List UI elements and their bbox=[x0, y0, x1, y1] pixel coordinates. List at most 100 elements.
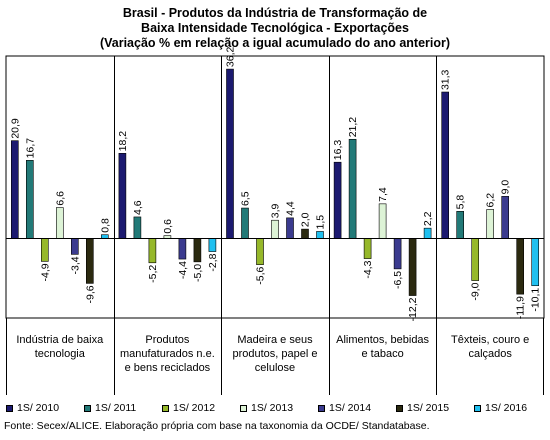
data-label: 18,2 bbox=[117, 131, 129, 152]
legend-swatch bbox=[240, 404, 247, 412]
bar bbox=[316, 231, 324, 239]
category-label: Produtos manufaturados n.e. e bens recic… bbox=[119, 334, 215, 374]
data-label: -9,0 bbox=[470, 282, 482, 300]
bar bbox=[363, 238, 372, 259]
category-label: Indústria de baixa tecnologia bbox=[16, 334, 104, 360]
data-label: 16,7 bbox=[24, 138, 36, 159]
bar bbox=[178, 238, 187, 260]
data-label: 2,2 bbox=[422, 211, 434, 226]
data-label: -4,9 bbox=[39, 263, 51, 281]
data-label: 21,2 bbox=[347, 117, 359, 138]
data-label: 4,6 bbox=[132, 200, 144, 215]
bar bbox=[193, 238, 202, 263]
legend-swatch bbox=[318, 404, 325, 412]
legend: 1S/ 2010 1S/ 2011 1S/ 2012 1S/ 2013 1S/ 2014… bbox=[0, 402, 550, 416]
bar bbox=[101, 234, 109, 239]
data-label: 3,9 bbox=[270, 203, 282, 218]
data-label: 6,5 bbox=[240, 191, 252, 206]
data-label: -9,6 bbox=[84, 285, 96, 303]
bar bbox=[501, 196, 510, 239]
legend-swatch bbox=[474, 404, 481, 412]
data-label: 0,8 bbox=[99, 218, 111, 233]
data-label: 1,5 bbox=[315, 215, 327, 230]
data-label: -3,4 bbox=[69, 256, 81, 274]
legend-swatch bbox=[396, 404, 403, 412]
bar bbox=[40, 238, 49, 262]
bar bbox=[148, 238, 157, 264]
data-label: -4,4 bbox=[177, 261, 189, 279]
bar bbox=[441, 91, 450, 239]
data-label: 36,2 bbox=[225, 47, 237, 68]
bar bbox=[271, 219, 279, 239]
data-label: -12,2 bbox=[407, 297, 419, 321]
bar bbox=[286, 217, 294, 239]
legend-label: 1S/ 2014 bbox=[329, 402, 372, 414]
legend-item: 1S/ 2012 bbox=[162, 402, 215, 414]
bar bbox=[118, 153, 127, 239]
legend-swatch bbox=[84, 404, 91, 412]
bar bbox=[378, 203, 387, 239]
bar bbox=[11, 140, 19, 239]
category-label: Alimentos, bebidas e tabaco bbox=[336, 334, 430, 360]
legend-item: 1S/ 2014 bbox=[318, 402, 371, 414]
legend-label: 1S/ 2012 bbox=[173, 402, 216, 414]
plot-frame bbox=[5, 55, 545, 319]
bar bbox=[25, 160, 34, 239]
bar bbox=[226, 68, 234, 239]
data-label: 6,2 bbox=[485, 193, 497, 208]
data-label: 7,4 bbox=[377, 187, 389, 202]
data-label: 0,6 bbox=[162, 219, 174, 234]
data-label: 31,3 bbox=[440, 69, 452, 90]
legend-item: 1S/ 2011 bbox=[84, 402, 136, 414]
bar bbox=[408, 238, 417, 296]
data-label: -5,2 bbox=[147, 265, 159, 283]
bar bbox=[456, 211, 465, 239]
bar bbox=[301, 228, 309, 239]
bar bbox=[133, 216, 142, 239]
data-label: 20,9 bbox=[9, 118, 21, 139]
data-label: 2,0 bbox=[300, 212, 312, 227]
bar bbox=[86, 238, 94, 284]
data-label: -4,3 bbox=[362, 260, 374, 278]
legend-label: 1S/ 2016 bbox=[485, 402, 528, 414]
data-label: -5,0 bbox=[192, 264, 204, 282]
data-label: -10,1 bbox=[530, 288, 542, 312]
bar bbox=[348, 138, 357, 239]
bar bbox=[71, 238, 79, 255]
chart-title-line-1: Brasil - Produtos da Indústria de Transf… bbox=[122, 6, 428, 20]
data-label: 6,6 bbox=[54, 191, 66, 206]
legend-item: 1S/ 2015 bbox=[396, 402, 449, 414]
legend-label: 1S/ 2011 bbox=[95, 402, 137, 414]
chart-title-line-3: (Variação % em relação a igual acumulado… bbox=[99, 36, 451, 50]
legend-swatch bbox=[162, 404, 169, 412]
legend-swatch bbox=[6, 404, 13, 412]
legend-item: 1S/ 2016 bbox=[474, 402, 527, 414]
bar bbox=[516, 238, 525, 295]
bar bbox=[486, 209, 495, 239]
data-label: 5,8 bbox=[455, 195, 467, 210]
category-label: Têxteis, couro e calçados bbox=[451, 334, 530, 360]
data-label: 16,3 bbox=[332, 140, 344, 161]
source-note: Fonte: Secex/ALICE. Elaboração própria c… bbox=[4, 420, 430, 432]
data-label: -6,5 bbox=[392, 271, 404, 289]
category-label: Madeira e seus produtos, papel e celulos… bbox=[232, 334, 318, 374]
bar bbox=[208, 238, 217, 252]
chart-title: Brasil - Produtos da Indústria de Transf… bbox=[0, 6, 550, 51]
bar bbox=[393, 238, 402, 270]
bar bbox=[256, 238, 264, 265]
bar bbox=[55, 207, 64, 239]
legend-item: 1S/ 2010 bbox=[6, 402, 59, 414]
legend-label: 1S/ 2015 bbox=[407, 402, 450, 414]
bar bbox=[531, 238, 540, 287]
data-label: -5,6 bbox=[255, 267, 267, 285]
data-label: 9,0 bbox=[500, 180, 512, 195]
data-label: 4,4 bbox=[285, 201, 297, 216]
legend-label: 1S/ 2013 bbox=[251, 402, 294, 414]
data-label: -11,9 bbox=[515, 296, 527, 319]
chart-title-line-2: Baixa Intensidade Tecnológica - Exportaç… bbox=[141, 21, 409, 35]
bar bbox=[423, 227, 432, 239]
bar bbox=[241, 207, 249, 239]
bar bbox=[333, 161, 342, 239]
data-label: -2,8 bbox=[207, 253, 219, 271]
